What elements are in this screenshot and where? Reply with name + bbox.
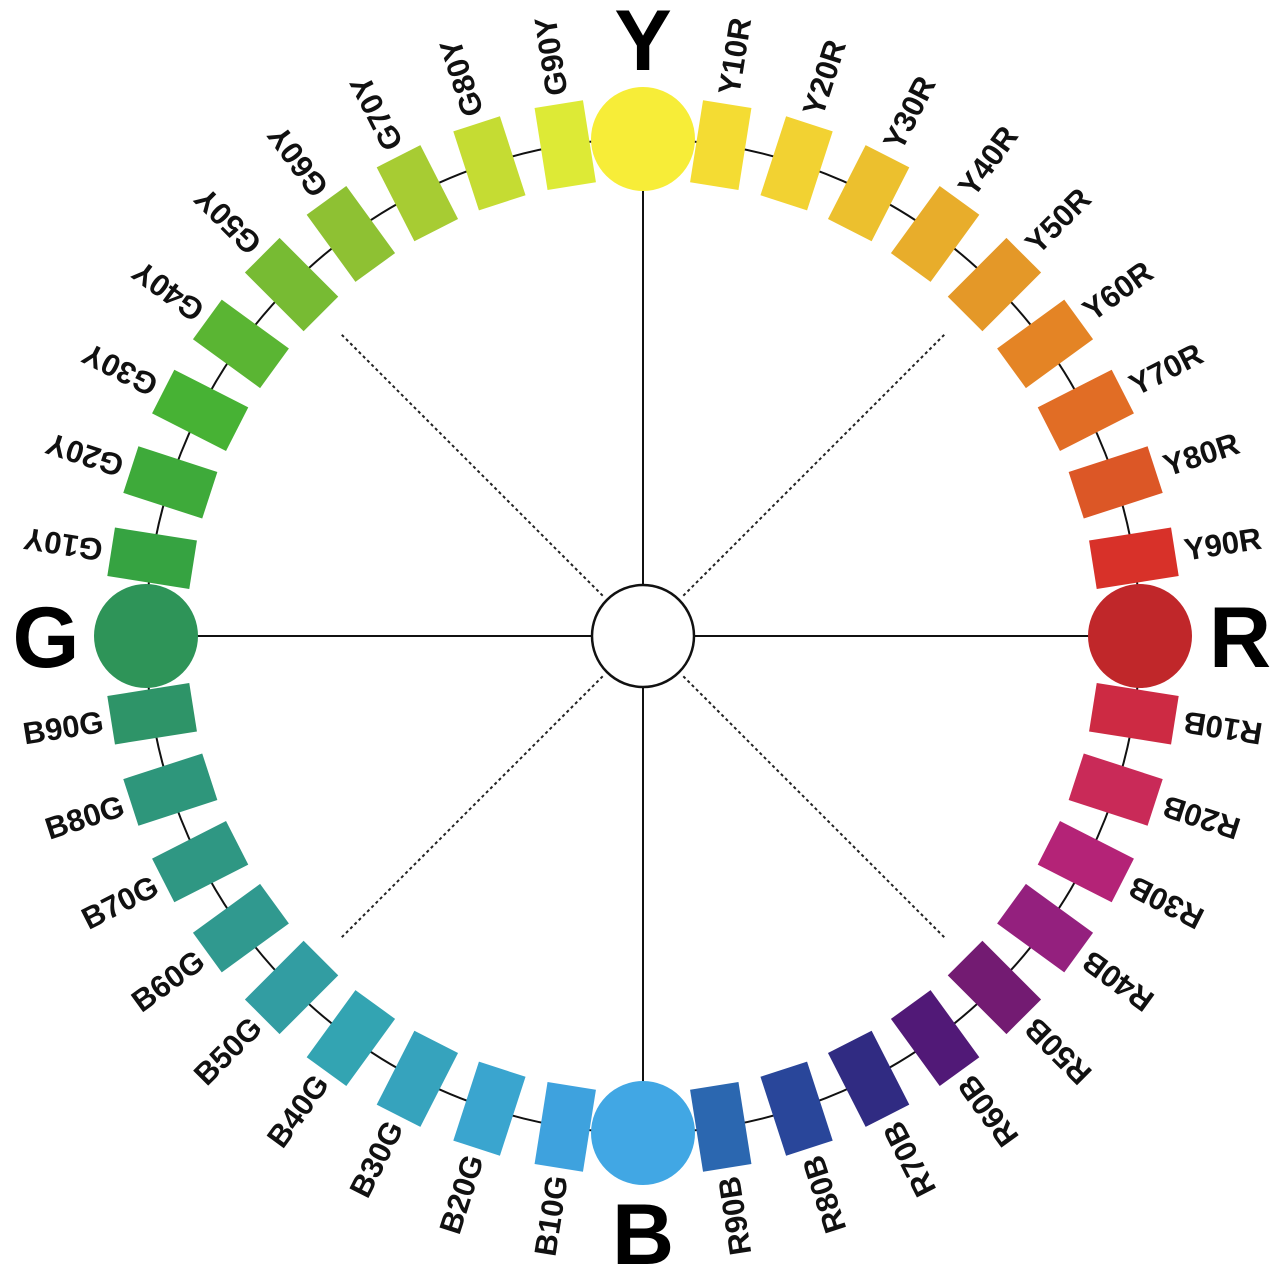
swatch-b50g [244,940,339,1035]
primary-r-circle [1088,584,1192,688]
label-g10y: G10Y [21,521,105,568]
swatch-r50b [947,940,1042,1035]
label-y80r: Y80R [1159,426,1244,483]
swatch-y20r [760,116,833,211]
swatch-r40b [997,883,1094,973]
label-b60g: B60G [125,943,211,1019]
swatch-y10r [690,100,752,190]
label-g80y: G80Y [433,34,491,121]
swatch-b70g [152,820,249,903]
swatch-r60b [890,990,980,1087]
swatch-g10y [107,527,197,589]
swatch-y50r [947,237,1042,332]
label-r80b: R80B [796,1151,854,1237]
swatch-g20y [123,446,218,519]
label-b40g: B40G [260,1068,336,1154]
label-g50y: G50Y [187,180,268,261]
swatch-b80g [123,753,218,826]
label-y50r: Y50R [1018,181,1098,261]
swatch-b60g [192,883,289,973]
label-b80g: B80G [41,788,129,846]
label-r30b: R30B [1123,869,1210,936]
label-g60y: G60Y [260,118,335,203]
primary-b-circle [591,1081,695,1185]
label-r70b: R70B [876,1116,943,1203]
label-r60b: R60B [951,1069,1026,1154]
swatch-b90g [107,683,197,745]
label-g20y: G20Y [41,426,128,484]
swatch-y40r [890,185,980,282]
label-y20r: Y20R [796,35,853,120]
label-g30y: G30Y [76,336,163,403]
label-b90g: B90G [20,704,105,751]
diagonal-gy-line [340,333,604,597]
swatch-y30r [827,145,910,242]
label-g90y: G90Y [528,14,575,98]
primary-b-label: B [612,1187,674,1276]
swatch-y60r [997,299,1094,389]
label-r50b: R50B [1018,1011,1099,1092]
label-r40b: R40B [1076,944,1161,1019]
swatch-r30b [1037,820,1134,903]
swatch-g80y [453,116,526,211]
swatch-r20b [1068,753,1163,826]
label-r20b: R20B [1158,789,1244,847]
swatch-y70r [1037,369,1134,452]
swatch-y80r [1068,446,1163,519]
primary-g-label: G [13,590,80,686]
swatch-r80b [760,1061,833,1156]
label-r90b: R90B [711,1174,758,1258]
swatch-g40y [192,299,289,389]
label-b30g: B30G [343,1115,411,1203]
swatch-g90y [534,100,596,190]
primary-y-circle [591,87,695,191]
label-b70g: B70G [76,869,164,937]
swatch-g70y [376,145,459,242]
swatch-g60y [306,185,396,282]
diagonal-yr-line [682,333,946,597]
label-y70r: Y70R [1124,336,1209,402]
label-b10g: B10G [528,1173,575,1258]
swatch-r90b [690,1082,752,1172]
swatch-g50y [244,237,339,332]
swatch-b40g [306,990,396,1087]
label-y90r: Y90R [1182,521,1264,568]
diagonal-bg-line [340,675,604,939]
primary-y-label: Y [614,0,671,89]
primary-g-circle [94,584,198,688]
swatch-b10g [534,1082,596,1172]
label-y10r: Y10R [711,15,758,97]
swatch-r10b [1089,683,1179,745]
label-y60r: Y60R [1076,254,1159,328]
label-r10b: R10B [1181,704,1265,751]
diagonal-rb-line [682,675,946,939]
label-b20g: B20G [432,1150,490,1238]
swatch-g30y [152,369,249,452]
swatch-b30g [376,1030,459,1127]
swatch-r70b [827,1030,910,1127]
swatch-y90r [1089,527,1179,589]
primary-r-label: R [1209,590,1271,686]
label-g70y: G70Y [343,69,410,156]
label-b50g: B50G [187,1010,269,1092]
label-y30r: Y30R [876,70,942,155]
swatch-b20g [453,1061,526,1156]
neutral-center-circle [590,583,696,689]
label-y40r: Y40R [951,119,1025,202]
label-g40y: G40Y [125,253,210,328]
